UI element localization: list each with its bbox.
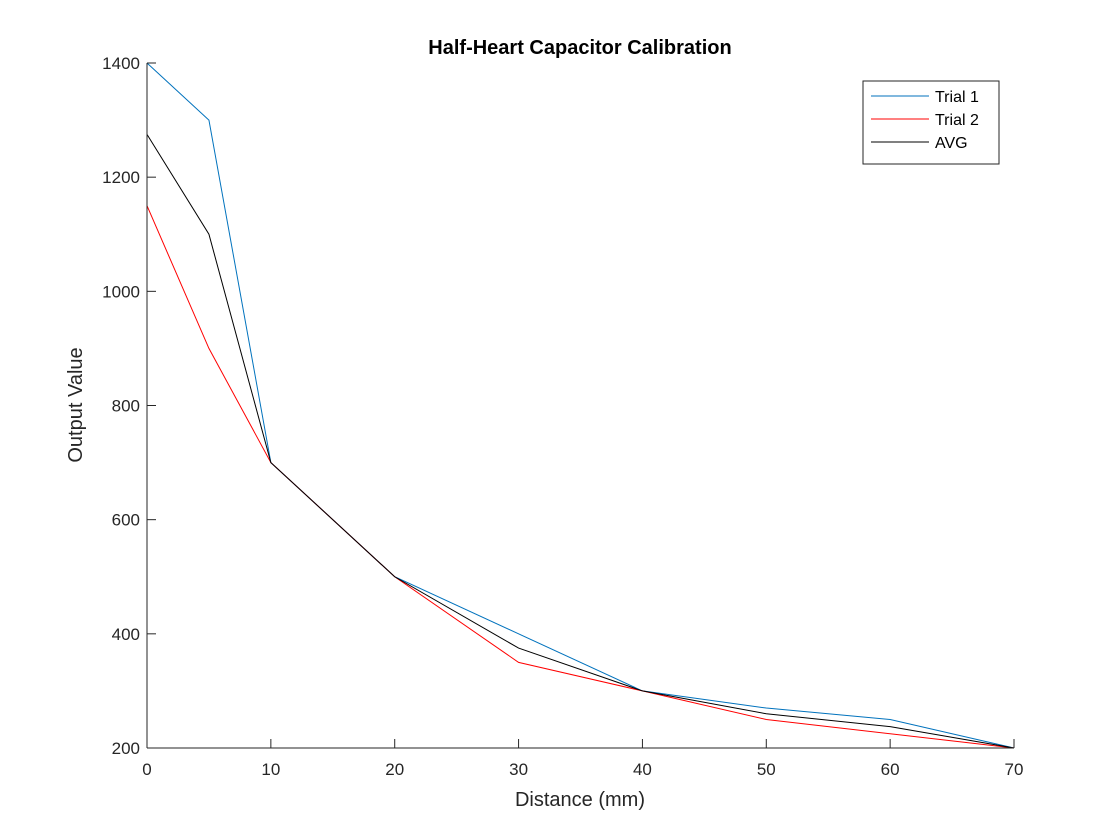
legend-label-1: Trial 2 — [935, 112, 979, 129]
y-tick-label: 800 — [112, 397, 140, 416]
y-tick-label: 1000 — [102, 282, 140, 301]
plot-area — [147, 63, 1014, 748]
x-tick-label: 60 — [881, 760, 900, 779]
x-tick-label: 30 — [509, 760, 528, 779]
series-line-1 — [146, 205, 1015, 749]
x-tick-label: 70 — [1005, 760, 1024, 779]
series-line-2 — [146, 134, 1015, 749]
legend-label-0: Trial 1 — [935, 89, 979, 106]
y-tick-label: 1400 — [102, 54, 140, 73]
y-tick-label: 400 — [112, 625, 140, 644]
x-axis-title: Distance (mm) — [515, 789, 645, 811]
series-layer — [146, 62, 1015, 749]
y-tick-label: 1200 — [102, 168, 140, 187]
x-tick-label: 10 — [261, 760, 280, 779]
x-tick-label: 20 — [385, 760, 404, 779]
y-tick-label: 600 — [112, 511, 140, 530]
legend-box — [862, 80, 1000, 165]
axes-layer: 0 10 20 30 40 50 60 70 200 400 600 800 1000 1200 1400 — [102, 54, 1023, 779]
legend: Trial 1 Trial 2 AVG — [862, 80, 1000, 165]
y-axis-title: Output Value — [65, 347, 87, 462]
y-tick-label: 200 — [112, 739, 140, 758]
x-tick-label: 40 — [633, 760, 652, 779]
series-line-0 — [146, 62, 1015, 749]
x-tick-label: 0 — [142, 760, 151, 779]
legend-label-2: AVG — [935, 135, 968, 152]
x-tick-label: 50 — [757, 760, 776, 779]
chart-title: Half-Heart Capacitor Calibration — [428, 37, 731, 59]
